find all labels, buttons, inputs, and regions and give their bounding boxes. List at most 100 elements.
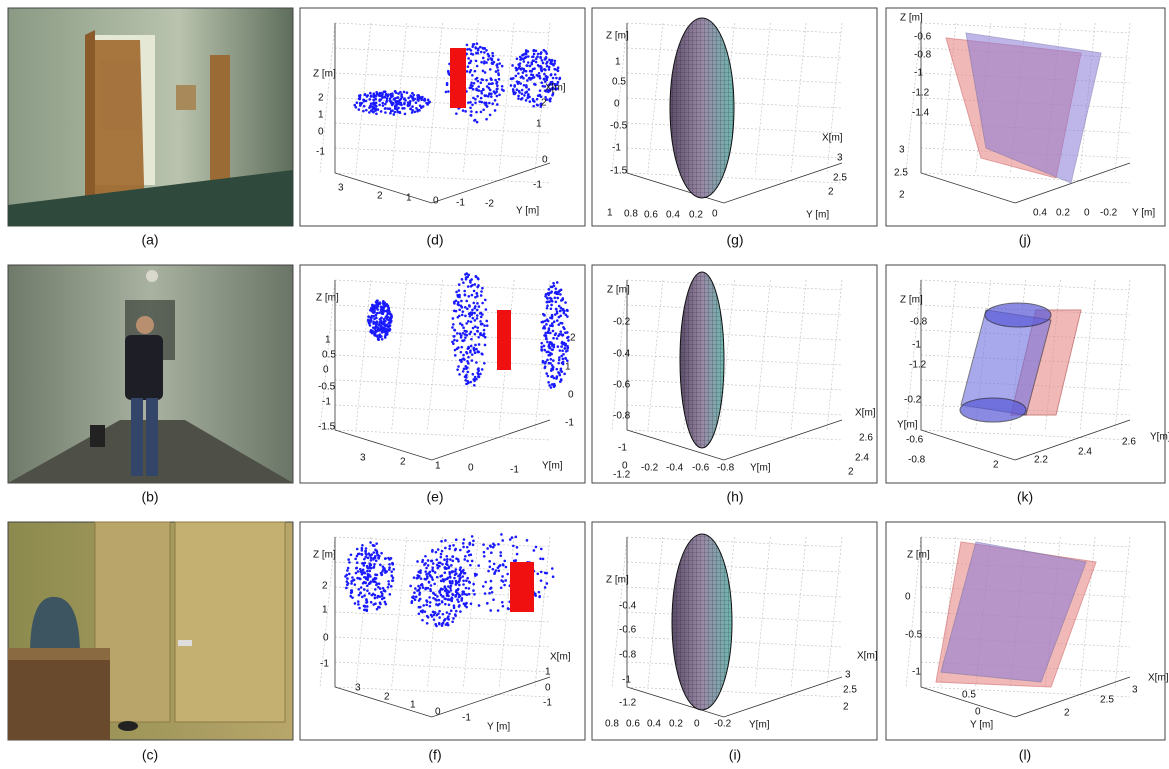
point — [479, 372, 482, 376]
point — [514, 535, 518, 539]
point — [365, 598, 368, 601]
point — [366, 589, 369, 592]
point — [451, 559, 455, 563]
point — [559, 293, 562, 296]
point — [469, 106, 472, 110]
point — [454, 299, 458, 303]
grid-line — [1114, 279, 1131, 431]
axis-label: -1 — [543, 698, 552, 709]
point — [485, 117, 488, 121]
point — [547, 381, 550, 384]
point — [443, 602, 447, 606]
point — [413, 110, 417, 114]
point — [377, 327, 380, 330]
point — [363, 604, 367, 608]
point — [451, 317, 455, 320]
point — [465, 376, 468, 379]
axis-label: 0.6 — [626, 719, 640, 730]
point — [449, 586, 452, 590]
point — [464, 554, 467, 558]
point — [471, 308, 474, 312]
point — [488, 544, 492, 548]
point — [374, 577, 378, 580]
point — [445, 83, 449, 87]
point — [464, 586, 468, 590]
grid-line — [826, 22, 843, 174]
axis-label: 1 — [325, 335, 331, 346]
point — [498, 563, 502, 567]
point — [544, 319, 547, 323]
point — [471, 543, 475, 547]
point — [354, 105, 358, 109]
point — [397, 92, 400, 95]
point — [367, 552, 371, 555]
point — [351, 596, 354, 599]
point — [424, 578, 428, 581]
point — [431, 610, 435, 614]
point — [448, 544, 452, 548]
point — [353, 602, 357, 605]
point — [557, 304, 561, 308]
point — [434, 550, 438, 554]
point — [491, 82, 494, 85]
grid-line — [391, 22, 407, 174]
point — [477, 305, 481, 308]
point — [532, 104, 535, 108]
point — [545, 306, 549, 310]
point — [462, 572, 466, 575]
point — [464, 602, 467, 606]
point — [346, 583, 349, 587]
point — [428, 604, 432, 608]
point — [525, 85, 528, 89]
point — [491, 54, 495, 58]
point — [369, 102, 373, 105]
point — [489, 57, 493, 60]
point — [545, 323, 548, 326]
point — [526, 79, 529, 82]
point — [558, 309, 562, 313]
point — [548, 384, 551, 387]
point — [453, 613, 457, 616]
point — [436, 595, 439, 598]
point — [440, 624, 444, 627]
point — [444, 90, 448, 94]
point — [454, 538, 458, 542]
point — [463, 333, 467, 336]
point — [497, 73, 501, 77]
point — [454, 309, 458, 313]
point — [476, 51, 480, 55]
point — [512, 544, 515, 548]
plot-frame — [299, 521, 586, 741]
point — [552, 385, 556, 389]
point — [423, 97, 427, 101]
point — [545, 318, 549, 321]
grid-line — [790, 536, 807, 688]
point — [527, 76, 531, 80]
axis-label: 2.5 — [894, 168, 908, 179]
point — [463, 329, 467, 333]
point — [469, 563, 472, 567]
point — [408, 99, 412, 103]
point — [462, 545, 465, 549]
axis-label: 2 — [993, 460, 999, 471]
point — [553, 313, 557, 316]
point — [417, 588, 420, 592]
axis-label: -1.2 — [619, 698, 637, 709]
point — [373, 330, 377, 334]
point — [522, 67, 526, 71]
grid-line — [611, 22, 628, 174]
grid-line — [920, 536, 1131, 548]
point — [373, 588, 377, 591]
point — [459, 571, 463, 575]
point — [560, 321, 564, 325]
point — [508, 538, 512, 541]
axis-label: X[m] — [550, 652, 571, 663]
point — [424, 554, 427, 558]
point — [525, 49, 528, 53]
point — [393, 107, 397, 110]
point — [386, 305, 390, 309]
point — [481, 313, 484, 316]
point — [532, 52, 536, 56]
point — [552, 281, 555, 285]
grid-line — [826, 536, 843, 688]
